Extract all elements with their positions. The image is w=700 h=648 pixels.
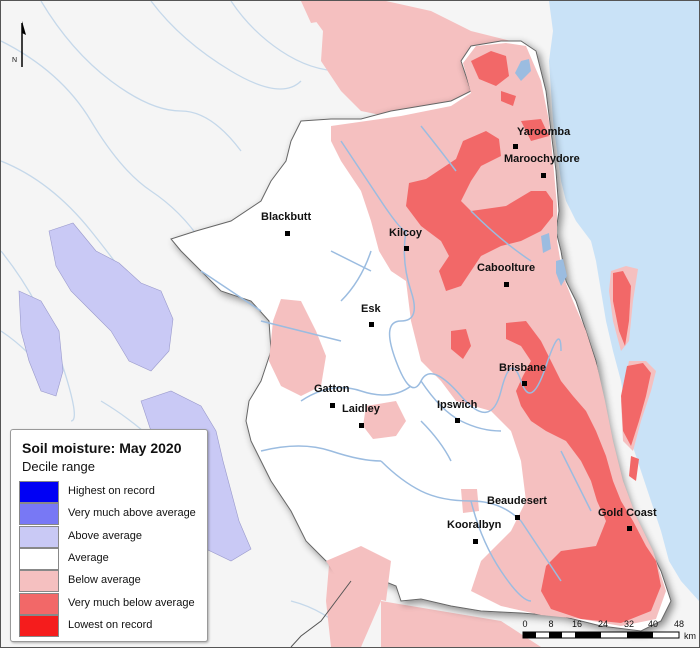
scale-tick: 24 (597, 619, 609, 629)
town-marker-kilcoy (404, 246, 409, 251)
legend-label: Average (68, 552, 109, 564)
legend-subtitle: Decile range (22, 459, 95, 474)
town-label-kilcoy: Kilcoy (389, 227, 423, 239)
town-label-beaudesert: Beaudesert (487, 495, 547, 507)
town-marker-beaudesert (515, 515, 520, 520)
legend-label: Lowest on record (68, 619, 153, 631)
legend-swatch (19, 503, 59, 525)
legend-label: Very much below average (68, 597, 195, 609)
town-marker-gold-coast (627, 526, 632, 531)
legend-item-highest: Highest on record (19, 481, 205, 503)
legend-swatch (19, 548, 59, 570)
legend-swatch (19, 570, 59, 592)
legend-item-average: Average (19, 548, 205, 570)
town-label-blackbutt: Blackbutt (261, 211, 312, 223)
north-arrow: N (11, 21, 27, 69)
legend-item-very-much-below: Very much below average (19, 593, 205, 615)
legend: Soil moisture: May 2020 Decile range Hig… (10, 429, 208, 642)
legend-item-very-much-above: Very much above average (19, 503, 205, 525)
scale-tick: 40 (647, 619, 659, 629)
legend-item-below: Below average (19, 570, 205, 592)
scale-tick: 8 (548, 619, 554, 629)
town-marker-ipswich (455, 418, 460, 423)
legend-swatch (19, 593, 59, 615)
town-label-yaroomba: Yaroomba (517, 126, 571, 138)
town-marker-brisbane (522, 381, 527, 386)
legend-swatch (19, 615, 59, 637)
scale-tick: 48 (673, 619, 685, 629)
town-label-ipswich: Ipswich (437, 399, 478, 411)
scale-tick: 32 (623, 619, 635, 629)
town-label-gatton: Gatton (314, 383, 350, 395)
scale-tick: 0 (522, 619, 528, 629)
town-label-esk: Esk (361, 303, 381, 315)
town-label-maroochydore: Maroochydore (504, 153, 580, 165)
north-label: N (12, 57, 18, 64)
very-much-below-average (406, 51, 661, 623)
region-rivers (200, 125, 592, 602)
town-marker-esk (369, 322, 374, 327)
town-label-kooralbyn: Kooralbyn (447, 519, 502, 531)
scale-bar: 0 8 16 24 32 40 48 km (521, 617, 697, 643)
town-label-laidley: Laidley (342, 403, 380, 415)
town-marker-yaroomba (513, 144, 518, 149)
scale-bar-graphic (522, 631, 680, 639)
legend-label: Below average (68, 574, 141, 586)
town-marker-laidley (359, 423, 364, 428)
scale-tick: 16 (571, 619, 583, 629)
legend-item-lowest: Lowest on record (19, 615, 205, 637)
legend-item-above: Above average (19, 526, 205, 548)
legend-swatch (19, 526, 59, 548)
legend-swatch (19, 481, 59, 503)
north-arrow-icon (21, 21, 26, 67)
town-marker-kooralbyn (473, 539, 478, 544)
state-border (290, 580, 352, 647)
town-label-brisbane: Brisbane (499, 362, 547, 374)
legend-label: Very much above average (68, 507, 196, 519)
scale-unit: km (684, 631, 696, 641)
legend-title: Soil moisture: May 2020 (22, 440, 182, 456)
town-marker-blackbutt (285, 231, 290, 236)
lakes (515, 59, 567, 286)
legend-label: Above average (68, 530, 142, 542)
legend-label: Highest on record (68, 485, 155, 497)
town-label-gold-coast: Gold Coast (598, 507, 657, 519)
town-marker-maroochydore (541, 173, 546, 178)
town-label-caboolture: Caboolture (477, 262, 536, 274)
town-marker-gatton (330, 403, 335, 408)
town-marker-caboolture (504, 282, 509, 287)
